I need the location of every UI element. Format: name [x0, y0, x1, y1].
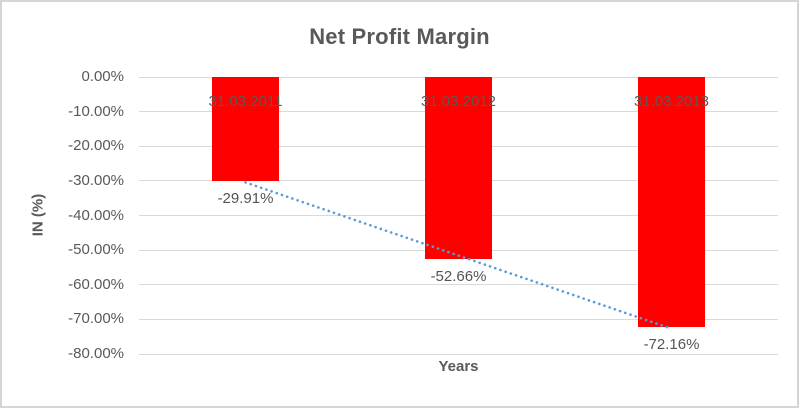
- plot-area: 31.03.2011 -29.91% 31.03.2012 -52.66% 31.03.…: [139, 76, 778, 355]
- category-label: 31.03.2012: [420, 93, 497, 110]
- category-label: 31.03.2011: [208, 93, 283, 110]
- data-label: -72.16%: [643, 335, 700, 353]
- gridline: [139, 284, 778, 286]
- chart-title: Net Profit Margin: [309, 24, 490, 49]
- y-axis-tick-label: 0.00%: [81, 68, 124, 85]
- y-axis-tick-label: -10.00%: [68, 102, 124, 120]
- y-axis-tick-label: -20.00%: [68, 137, 124, 155]
- y-axis-tick-label: -50.00%: [68, 241, 124, 259]
- bar: [425, 77, 492, 260]
- category-label: 31.03.2013: [633, 93, 710, 110]
- y-axis-tick-label: -80.00%: [68, 345, 124, 362]
- data-label: -52.66%: [430, 268, 487, 286]
- bar: [212, 77, 279, 181]
- gridline: [139, 353, 778, 355]
- y-axis-tick-label: -30.00%: [68, 171, 124, 189]
- y-axis-tick-label: -60.00%: [68, 275, 124, 293]
- data-label: -29.91%: [217, 189, 274, 207]
- gridline: [139, 318, 778, 320]
- trendline: [244, 181, 673, 331]
- y-axis-tick-label: -70.00%: [68, 310, 124, 328]
- y-axis-tick-label: -40.00%: [68, 206, 124, 224]
- bar: [638, 77, 705, 327]
- x-axis-title: Years: [438, 358, 479, 375]
